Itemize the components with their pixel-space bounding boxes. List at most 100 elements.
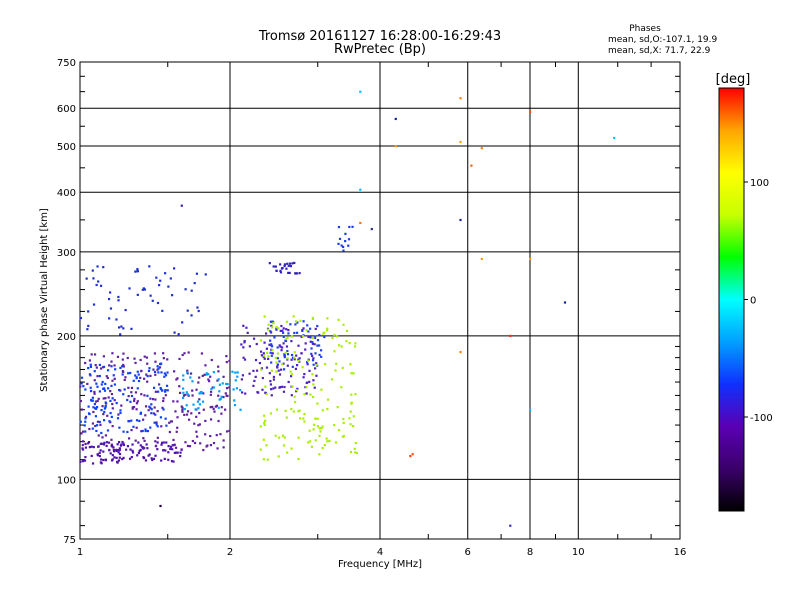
point-low-freq-cloud-purple (171, 444, 174, 447)
point-low-freq-cloud-purple (149, 397, 152, 400)
point-low-freq-trace (112, 448, 115, 452)
point-green-yellow-cluster (292, 410, 295, 413)
point-low-freq-cloud-purple (191, 439, 194, 443)
point-low-freq-cloud-purple (104, 434, 108, 437)
point-low-freq-cloud-purple (209, 418, 213, 421)
point-green-yellow-cluster (310, 445, 313, 448)
point-band-2-3MHz-blue (311, 359, 315, 362)
point-low-freq-trace (117, 459, 121, 462)
chart-subtitle: RwPretec (Bp) (334, 42, 426, 57)
point-low-freq-cloud-blue (98, 363, 101, 367)
point-mid-band-cyan (225, 382, 228, 386)
point-band-2-3MHz-purple (240, 343, 243, 346)
point-low-freq-trace (170, 460, 174, 463)
point-high-trace-2.3MHz (283, 263, 287, 266)
point-mid-band-cyan (239, 408, 242, 411)
point-green-yellow-cluster (263, 423, 266, 426)
point-low-freq-cloud-blue (114, 368, 117, 371)
point-low-freq-cloud-purple (209, 375, 212, 378)
point-low-freq-cloud-purple (125, 448, 128, 451)
point-low-freq-trace (96, 454, 100, 457)
point-low-freq-cloud-blue (146, 429, 149, 433)
point-green-yellow-cluster (264, 419, 267, 422)
point-low-freq-cloud-purple (209, 390, 213, 393)
point-upper-scatter (87, 310, 90, 313)
point-green-yellow-cluster (349, 410, 352, 413)
point-low-freq-cloud-purple (108, 449, 111, 452)
point-low-freq-trace (163, 457, 166, 460)
point-low-freq-cloud-blue (103, 389, 107, 392)
point-green-yellow-cluster (262, 438, 265, 441)
isolated-point (459, 140, 462, 144)
point-green-yellow-cluster (283, 436, 286, 439)
point-band-2-3MHz-blue (293, 331, 296, 335)
point-low-freq-cloud-purple (178, 391, 182, 395)
point-low-freq-trace (167, 458, 170, 461)
point-low-freq-cloud-purple (105, 375, 108, 378)
point-upper-scatter (155, 276, 158, 279)
point-low-freq-cloud-purple (135, 408, 138, 411)
point-upper-scatter (92, 303, 96, 306)
point-band-2-3MHz-purple (261, 376, 264, 380)
point-low-freq-cloud-blue (101, 380, 104, 384)
point-low-freq-cloud-blue (126, 398, 129, 402)
point-green-yellow-cluster (345, 340, 348, 343)
isolated-point (359, 90, 362, 93)
point-green-yellow-cluster (297, 410, 300, 413)
point-low-freq-cloud-blue (121, 373, 124, 376)
point-low-freq-cloud-purple (118, 449, 121, 452)
point-low-freq-trace (156, 448, 159, 451)
point-low-freq-cloud-blue (102, 365, 106, 368)
point-low-freq-cloud-blue (109, 411, 112, 415)
point-upper-scatter (164, 272, 167, 275)
point-low-freq-cloud-purple (146, 362, 149, 365)
point-green-yellow-cluster (301, 366, 304, 369)
point-low-freq-trace (144, 459, 148, 462)
point-low-freq-cloud-purple (131, 406, 134, 409)
point-band-2-3MHz-blue (313, 335, 317, 338)
point-low-freq-cloud-purple (113, 377, 116, 380)
point-low-freq-cloud-blue (132, 379, 135, 382)
x-tick-label: 2 (227, 547, 233, 558)
x-axis-ticks: 1 2 4 6 8 10 16 (77, 547, 687, 558)
point-low-freq-trace (145, 443, 148, 446)
point-low-freq-cloud-purple (130, 386, 134, 390)
point-band-2-3MHz-purple (272, 387, 275, 390)
point-low-freq-trace (83, 459, 87, 462)
point-low-freq-cloud-purple (155, 421, 158, 424)
point-low-freq-cloud-purple (188, 445, 192, 448)
point-low-freq-trace (117, 440, 121, 444)
point-low-freq-cloud-blue (160, 371, 163, 374)
x-tick-label: 6 (465, 547, 471, 558)
point-green-yellow-cluster (323, 331, 326, 334)
point-band-2-3MHz-blue (302, 320, 305, 323)
point-green-yellow-cluster (311, 373, 314, 376)
point-low-freq-cloud-purple (175, 378, 178, 381)
point-low-freq-cloud-blue (149, 426, 152, 429)
point-low-freq-cloud-purple (178, 385, 181, 388)
point-low-freq-cloud-purple (191, 389, 194, 392)
point-low-freq-cloud-purple (175, 430, 178, 433)
point-green-yellow-cluster (314, 417, 317, 420)
point-green-yellow-cluster (290, 373, 293, 376)
point-upper-scatter (136, 293, 139, 296)
isolated-point (529, 408, 532, 411)
point-band-2-3MHz-purple (269, 331, 273, 334)
point-green-yellow-cluster (349, 423, 352, 426)
colorbar (718, 87, 745, 512)
point-low-freq-trace (88, 446, 91, 449)
point-low-freq-cloud-purple (136, 400, 139, 403)
point-low-freq-cloud-blue (95, 407, 98, 410)
point-band-2-3MHz-purple (272, 378, 276, 381)
point-upper-scatter (196, 306, 199, 309)
point-band-2-3MHz-purple (248, 372, 251, 375)
point-upper-scatter (97, 280, 100, 283)
point-low-freq-cloud-blue (95, 405, 99, 409)
point-low-freq-cloud-purple (154, 360, 157, 363)
point-band-2-3MHz-blue (312, 363, 315, 366)
point-low-freq-trace (79, 460, 82, 463)
point-band-2-3MHz-blue (295, 331, 299, 334)
point-green-yellow-cluster (267, 355, 270, 358)
point-mid-band-cyan (182, 374, 185, 377)
point-low-freq-cloud-purple (156, 410, 159, 413)
